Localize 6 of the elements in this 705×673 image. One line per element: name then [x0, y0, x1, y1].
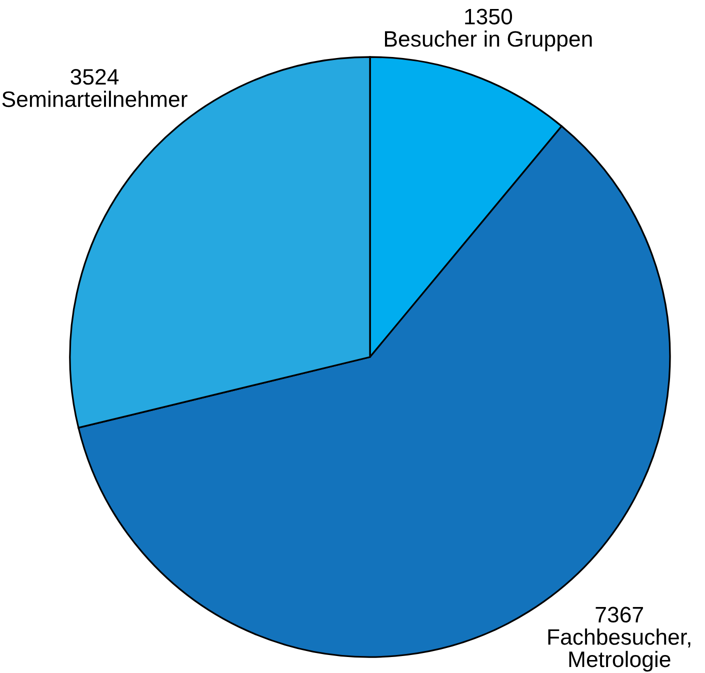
- data-label: 3524: [70, 69, 119, 85]
- data-label: 1350: [465, 8, 512, 24]
- slice-label: Seminarteilnehmer: [2, 90, 188, 108]
- slice-label: Besucher in Gruppen: [385, 30, 592, 52]
- data-label: 7367: [596, 606, 643, 623]
- slice-label: Fachbesucher, Metrologie: [548, 628, 690, 672]
